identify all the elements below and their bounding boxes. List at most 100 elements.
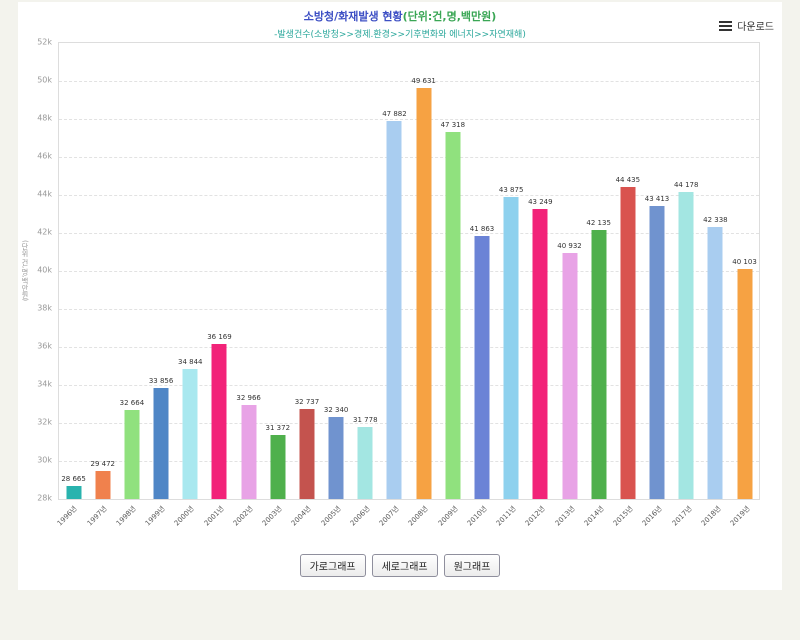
bar-value-label: 44 178	[673, 180, 699, 189]
bar-value-label: 32 966	[236, 393, 261, 402]
x-tick-label: 2004년	[290, 504, 313, 528]
bar-1997년[interactable]	[95, 471, 111, 499]
bar-value-label: 44 435	[615, 175, 641, 184]
bar-2001년[interactable]	[211, 343, 227, 499]
bar-2006년[interactable]	[357, 427, 373, 499]
y-tick-label: 46k	[37, 151, 52, 161]
gridline	[59, 271, 759, 272]
bar-2016년[interactable]	[649, 206, 665, 499]
bar-value-label: 43 249	[528, 198, 553, 207]
bar-2017년[interactable]	[678, 191, 694, 499]
bar-2003년[interactable]	[270, 434, 286, 499]
x-label-cell: 2010년	[465, 501, 497, 549]
bar-slot: 40 932	[555, 43, 584, 499]
x-tick-label: 2002년	[231, 504, 255, 528]
bar-1996년[interactable]	[66, 486, 82, 499]
y-tick-label: 48k	[37, 113, 52, 123]
x-label-cell: 2015년	[612, 501, 643, 549]
pie-graph-button[interactable]: 원그래프	[443, 554, 501, 577]
bar-slot: 29 472	[88, 43, 117, 499]
bar-slot: 41 863	[467, 43, 496, 499]
bar-2019년[interactable]	[737, 269, 753, 499]
bar-2018년[interactable]	[707, 226, 723, 499]
vertical-graph-button[interactable]: 세로그래프	[371, 554, 438, 577]
chart-header: 소방청/화재발생 현황(단위:건,명,백만원) -발생건수(소방청>>경제.환경…	[18, 8, 782, 40]
bar-slot: 36 169	[205, 43, 234, 499]
bar-value-label: 47 882	[382, 110, 407, 119]
bar-slot: 43 875	[497, 43, 526, 499]
bar-slot: 47 882	[380, 43, 409, 499]
y-tick-label: 50k	[37, 75, 52, 85]
bar-slot: 42 135	[584, 43, 613, 499]
x-tick-label: 2008년	[407, 504, 430, 528]
bar-slot: 28 665	[59, 43, 88, 499]
x-tick-label: 2016년	[641, 504, 664, 528]
x-tick-label: 1998년	[114, 504, 138, 528]
download-button[interactable]: 다운로드	[719, 18, 774, 33]
bar-value-label: 47 318	[440, 121, 466, 129]
bar-2008년[interactable]	[416, 88, 432, 499]
bar-value-label: 34 844	[178, 358, 203, 366]
bar-slot: 40 103	[730, 43, 759, 499]
horizontal-graph-button[interactable]: 가로그래프	[299, 554, 366, 577]
bar-2013년[interactable]	[562, 253, 577, 499]
x-tick-label: 2003년	[260, 504, 284, 528]
bar-2004년[interactable]	[299, 409, 315, 499]
bar-value-label: 41 863	[469, 224, 495, 233]
x-label-cell: 2017년	[670, 501, 701, 549]
bars: 28 665 29 472 32 664 33 856 34 844 36 169 32 9…	[59, 43, 759, 499]
y-tick-label: 40k	[37, 265, 52, 275]
x-tick-label: 2011년	[494, 504, 518, 528]
bar-slot: 32 966	[234, 43, 263, 499]
gridline	[59, 195, 759, 196]
y-tick-label: 36k	[37, 341, 52, 351]
x-label-cell: 1999년	[143, 501, 175, 549]
x-label-cell: 2014년	[583, 501, 614, 549]
x-label-cell: 2004년	[290, 501, 321, 549]
bar-value-label: 49 631	[411, 77, 436, 85]
y-tick-label: 42k	[37, 227, 52, 237]
x-label-cell: 2013년	[553, 501, 584, 549]
bar-value-label: 31 778	[353, 416, 378, 425]
bar-2005년[interactable]	[328, 416, 344, 499]
x-tick-label: 2000년	[173, 504, 196, 528]
gridline	[59, 309, 759, 310]
gridline	[59, 347, 759, 348]
y-tick-label: 34k	[37, 379, 52, 389]
x-axis-labels: 1996년 1997년 1998년 1999년 2000년 2001년 2002년 2003년…	[56, 501, 760, 549]
bar-2000년[interactable]	[182, 369, 198, 499]
bar-slot: 32 737	[292, 43, 321, 499]
bar-2011년[interactable]	[503, 197, 519, 499]
x-label-cell: 2001년	[202, 501, 233, 549]
bar-value-label: 43 413	[644, 195, 670, 204]
y-tick-label: 32k	[37, 417, 52, 427]
gridline	[59, 233, 759, 234]
bar-2012년[interactable]	[532, 209, 548, 499]
bar-2007년[interactable]	[386, 121, 402, 499]
bar-2014년[interactable]	[591, 230, 607, 499]
x-tick-label: 2012년	[524, 504, 547, 528]
x-tick-label: 2010년	[465, 504, 489, 528]
chart-card: 소방청/화재발생 현황(단위:건,명,백만원) -발생건수(소방청>>경제.환경…	[18, 2, 782, 590]
bar-slot: 49 631	[409, 43, 438, 499]
bar-2009년[interactable]	[445, 132, 461, 499]
bar-2015년[interactable]	[620, 186, 636, 499]
x-label-cell: 2007년	[378, 501, 409, 549]
bar-slot: 47 318	[438, 43, 467, 499]
hamburger-menu-icon	[719, 20, 733, 31]
bar-value-label: 32 737	[294, 398, 320, 406]
gridline	[59, 423, 759, 424]
x-label-cell: 2000년	[173, 501, 204, 549]
bar-2002년[interactable]	[241, 404, 257, 499]
bar-slot: 44 435	[613, 43, 642, 499]
bar-slot: 31 372	[263, 43, 292, 499]
x-tick-label: 2013년	[553, 504, 577, 528]
bar-value-label: 28 665	[61, 475, 86, 484]
gridline	[59, 385, 759, 386]
x-tick-label: 2017년	[670, 504, 694, 528]
bar-1999년[interactable]	[153, 387, 169, 499]
bar-2010년[interactable]	[474, 235, 490, 499]
bar-1998년[interactable]	[124, 410, 140, 499]
x-tick-label: 2001년	[202, 504, 226, 528]
x-tick-label: 1999년	[143, 504, 167, 528]
